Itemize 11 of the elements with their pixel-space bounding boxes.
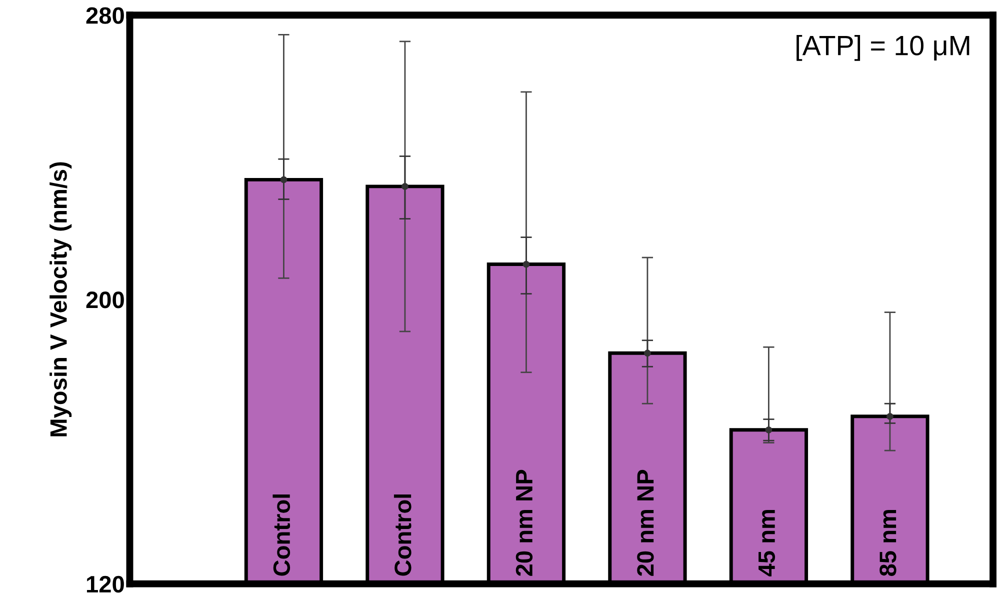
x-tick-label: 20 nm NP bbox=[637, 470, 654, 576]
x-tick-label: Control bbox=[272, 494, 290, 576]
y-tick-label: 200 bbox=[86, 292, 124, 308]
y-tick-label: 280 bbox=[86, 7, 124, 24]
x-tick-label: Control bbox=[394, 494, 412, 576]
x-tick-label: 45 nm bbox=[758, 510, 776, 576]
x-tick-label: 85 nm bbox=[880, 510, 896, 576]
y-tick-label: 120 bbox=[86, 576, 124, 593]
x-tick-label: 20 nm NP bbox=[516, 470, 533, 576]
y-axis-title: Myosin V Velocity (nm/s) bbox=[50, 162, 72, 436]
annotation: [ATP] = 10 μM bbox=[796, 35, 970, 61]
